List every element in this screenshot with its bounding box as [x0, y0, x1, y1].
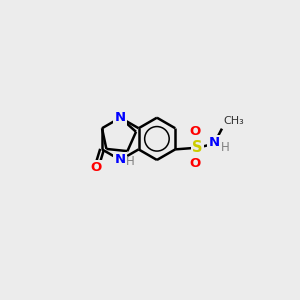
Text: N: N — [115, 111, 126, 124]
Text: H: H — [221, 141, 230, 154]
Text: S: S — [192, 140, 203, 155]
Text: N: N — [115, 154, 126, 166]
Text: O: O — [90, 161, 101, 174]
Text: CH₃: CH₃ — [223, 116, 244, 126]
Text: O: O — [189, 125, 200, 138]
Text: N: N — [208, 136, 220, 149]
Text: H: H — [126, 154, 134, 167]
Text: O: O — [189, 158, 200, 170]
